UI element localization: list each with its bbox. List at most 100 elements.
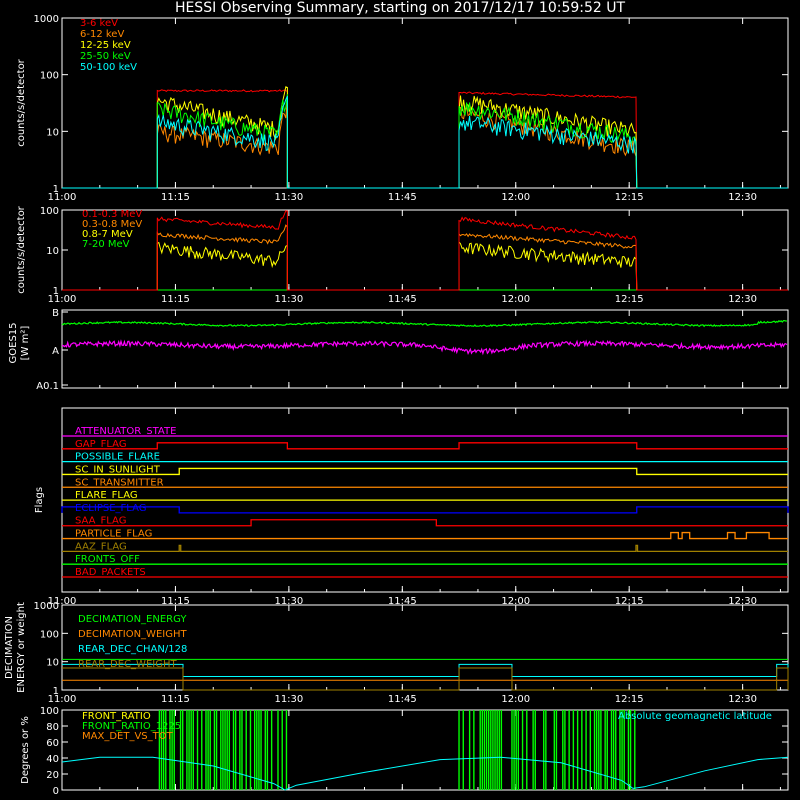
legend-entry: 0.1-0.3 MeV xyxy=(82,209,142,220)
flag-label: GAP_FLAG xyxy=(75,439,127,450)
y-tick-label: 1 xyxy=(53,686,59,697)
series-line-6-12-keV xyxy=(62,97,788,189)
x-tick-label: 12:15 xyxy=(615,596,644,607)
legend-entry: 12-25 keV xyxy=(80,40,131,51)
y-tick-label: 1000 xyxy=(34,14,59,25)
x-tick-label: 12:15 xyxy=(615,192,644,203)
series-line-25-50-keV xyxy=(62,93,788,189)
legend-entry: DECIMATION_WEIGHT xyxy=(78,629,187,640)
series-line-0.3-0.8-MeV xyxy=(62,224,788,291)
y-tick-label: 10 xyxy=(46,127,59,138)
legend-entry: 25-50 keV xyxy=(80,51,131,62)
flag-line-aaz-flag xyxy=(62,544,788,553)
goes-panel xyxy=(61,309,789,389)
x-tick-label: 12:15 xyxy=(615,294,644,305)
x-tick-label: 12:30 xyxy=(728,596,757,607)
y-tick-label: B xyxy=(52,308,59,319)
gamma-panel xyxy=(61,209,789,291)
geomag-latitude-line xyxy=(61,756,789,791)
y-tick-label: 100 xyxy=(40,629,59,640)
y-tick-label: A xyxy=(52,346,59,357)
x-tick-label: 12:00 xyxy=(501,294,530,305)
y-tick-label: 20 xyxy=(46,770,59,781)
series-line-12-25-keV xyxy=(62,86,788,189)
goes-ylabel-units: [W m²] xyxy=(20,326,31,361)
x-tick-label: 11:45 xyxy=(388,694,417,705)
legend-entry: MAX_DET_VS_TOT xyxy=(82,731,174,742)
flag-label: ECLIPSE_FLAG xyxy=(75,503,146,514)
x-tick-label: 11:15 xyxy=(161,192,190,203)
x-tick-label: 11:15 xyxy=(161,694,190,705)
x-tick-label: 12:00 xyxy=(501,192,530,203)
y-tick-label: 0 xyxy=(53,786,59,797)
legend-entry: DECIMATION_ENERGY xyxy=(78,614,187,625)
y-tick-label: 60 xyxy=(46,738,59,749)
y-tick-label: 1 xyxy=(53,286,59,297)
x-tick-label: 11:45 xyxy=(388,596,417,607)
x-tick-label: 12:00 xyxy=(501,596,530,607)
hxr-panel xyxy=(61,17,789,189)
x-tick-label: 11:00 xyxy=(48,192,77,203)
flag-label: PARTICLE_FLAG xyxy=(75,529,152,540)
geomag-annotation: Absolute geomagnetic latitude xyxy=(618,711,772,722)
legend-entry: 3-6 keV xyxy=(80,18,118,29)
x-tick-label: 11:45 xyxy=(388,294,417,305)
chart-title: HESSI Observing Summary, starting on 201… xyxy=(174,0,626,16)
ratio-panel xyxy=(61,709,789,791)
flag-label: AAZ_FLAG xyxy=(75,541,127,552)
flag-label: BAD_PACKETS xyxy=(75,567,146,578)
x-tick-label: 11:15 xyxy=(161,294,190,305)
series-line-0.8-7-MeV xyxy=(62,240,788,291)
flag-line-gap-flag xyxy=(62,442,788,450)
y-tick-label: A0.1 xyxy=(36,381,59,392)
decimation-line-rear-dec-weight xyxy=(62,667,789,691)
x-tick-label: 11:15 xyxy=(161,596,190,607)
x-tick-label: 11:30 xyxy=(274,596,303,607)
x-tick-label: 11:30 xyxy=(274,294,303,305)
legend-entry: 0.8-7 MeV xyxy=(82,229,133,240)
x-tick-label: 11:30 xyxy=(274,694,303,705)
flag-label: SC_TRANSMITTER xyxy=(75,477,164,488)
legend-entry: FRONT_RATIO xyxy=(82,711,151,722)
hxr-ylabel: counts/s/detector xyxy=(16,58,27,146)
legend-entry: 50-100 keV xyxy=(80,62,137,73)
y-tick-label: 40 xyxy=(46,754,59,765)
legend-entry: 0.3-0.8 MeV xyxy=(82,219,142,230)
y-tick-label: 100 xyxy=(40,206,59,217)
decimation-ylabel2: ENERGY or weight xyxy=(16,602,27,693)
ratio-ylabel: Degrees or % xyxy=(20,716,31,784)
y-tick-label: 80 xyxy=(46,722,59,733)
x-tick-label: 11:00 xyxy=(48,596,77,607)
legend-entry: 6-12 keV xyxy=(80,29,124,40)
x-tick-label: 12:30 xyxy=(728,694,757,705)
flag-line-saa-flag xyxy=(62,519,788,527)
legend-entry: REAR_DEC_WEIGHT xyxy=(78,659,177,670)
legend-entry: FRONT_RATIO_1225 xyxy=(82,721,181,732)
flags-ylabel: Flags xyxy=(34,487,45,513)
x-tick-label: 11:00 xyxy=(48,294,77,305)
legend-entry: 7-20 MeV xyxy=(82,239,130,250)
goes-long-line xyxy=(61,320,787,328)
flag-line-sc-in-sunlight xyxy=(62,467,788,476)
y-tick-label: 100 xyxy=(40,71,59,82)
decimation-ylabel: DECIMATION xyxy=(4,616,15,679)
x-tick-label: 11:45 xyxy=(388,192,417,203)
series-line-0.1-0.3-MeV xyxy=(62,210,788,291)
y-tick-label: 100 xyxy=(40,706,59,717)
x-tick-label: 12:00 xyxy=(501,694,530,705)
y-tick-label: 1 xyxy=(53,184,59,195)
x-tick-label: 11:00 xyxy=(48,694,77,705)
series-line-3-6-keV xyxy=(62,89,788,189)
flag-label: SAA_FLAG xyxy=(75,516,126,527)
x-tick-label: 11:30 xyxy=(274,192,303,203)
goes-short-line xyxy=(61,339,788,356)
flag-label: FLARE_FLAG xyxy=(75,490,138,501)
flag-label: POSSIBLE_FLARE xyxy=(75,452,160,463)
flag-label: FRONTS_OFF xyxy=(75,554,140,565)
flag-label: ATTENUATOR_STATE xyxy=(75,426,176,437)
series-line-50-100-keV xyxy=(62,95,788,189)
goes-ylabel: GOES15 xyxy=(8,322,19,363)
y-tick-label: 1000 xyxy=(34,601,59,612)
x-tick-label: 12:15 xyxy=(615,694,644,705)
